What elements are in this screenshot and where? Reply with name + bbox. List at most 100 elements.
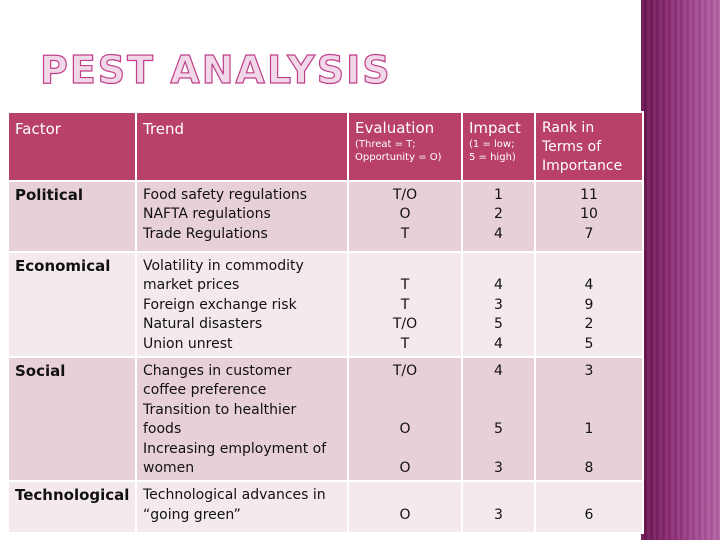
header-trend-label: Trend	[143, 120, 185, 138]
impact-line	[469, 440, 528, 459]
evaluation-cell: T/O O T	[347, 180, 463, 253]
rank-line: 7	[584, 225, 594, 242]
impact-line	[469, 381, 528, 400]
evaluation-line	[355, 257, 455, 276]
rank-line: 11	[580, 187, 598, 203]
table-row: Technological Technological advances in “g…	[7, 480, 644, 535]
impact-line: 4	[494, 363, 503, 380]
rank-line: 9	[584, 296, 594, 313]
header-factor: Factor	[7, 111, 137, 182]
rank-cell: 6	[534, 480, 644, 535]
table-row: Political Food safety regulations NAFTA re…	[7, 180, 644, 253]
trend-line: Food safety regulations	[143, 187, 308, 203]
rank-cell: 11 10 7	[534, 180, 644, 253]
header-trend: Trend	[135, 111, 349, 182]
evaluation-cell: O	[347, 480, 463, 535]
impact-line: 2	[494, 206, 503, 223]
trend-line: Union unrest	[143, 335, 233, 352]
rank-line	[542, 257, 636, 276]
rank-cell: 3 1 8	[534, 356, 644, 483]
trend-line: NAFTA regulations	[143, 206, 271, 223]
impact-line	[469, 401, 528, 420]
trend-line: foods	[143, 421, 182, 438]
impact-cell: 4 5 3	[461, 356, 536, 483]
trend-cell: Volatility in commodity market prices Fore…	[135, 250, 349, 359]
evaluation-line	[355, 401, 455, 420]
evaluation-line: O	[399, 206, 411, 223]
factor-cell: Social	[7, 356, 137, 483]
factor-cell: Technological	[7, 480, 137, 535]
trend-line: Volatility in commodity	[143, 258, 304, 274]
trend-line: Technological advances in	[143, 487, 326, 504]
rank-line: 6	[584, 506, 594, 523]
evaluation-line: T	[400, 225, 410, 242]
evaluation-line: O	[399, 460, 411, 477]
table-row: Social Changes in customer coffee preferen…	[7, 356, 644, 483]
header-evaluation-sub-2: Opportunity = O)	[355, 152, 442, 164]
impact-line: 5	[494, 421, 503, 438]
impact-line: 4	[494, 225, 503, 242]
trend-line: Transition to healthier	[143, 401, 297, 418]
rank-line: 4	[584, 277, 594, 294]
header-impact-sub-2: 5 = high)	[469, 152, 516, 164]
evaluation-line: O	[399, 506, 411, 523]
trend-line: “going green”	[143, 506, 241, 523]
trend-line: market prices	[143, 277, 240, 294]
evaluation-line: T/O	[392, 187, 418, 203]
evaluation-cell: T/O O O	[347, 356, 463, 483]
trend-line: Natural disasters	[143, 316, 263, 333]
impact-line: 3	[494, 296, 503, 313]
header-rank-line-3: Importance	[542, 158, 623, 174]
evaluation-line: T/O	[392, 316, 418, 333]
header-rank-line-1: Rank in	[542, 120, 595, 136]
header-evaluation: Evaluation (Threat = T; Opportunity = O)	[347, 111, 463, 182]
rank-line	[542, 486, 636, 505]
rank-line: 1	[584, 421, 594, 438]
rank-line	[542, 401, 636, 420]
evaluation-line: T/O	[392, 363, 418, 380]
rank-cell: 4 9 2 5	[534, 250, 644, 359]
impact-line: 3	[494, 460, 503, 477]
trend-cell: Food safety regulations NAFTA regulations…	[135, 180, 349, 253]
impact-line	[469, 257, 528, 276]
trend-line: coffee preference	[143, 382, 267, 399]
impact-cell: 1 2 4	[461, 180, 536, 253]
trend-line: Foreign exchange risk	[143, 296, 297, 313]
header-impact: Impact (1 = low; 5 = high)	[461, 111, 536, 182]
impact-line: 3	[494, 506, 503, 523]
impact-line: 4	[494, 277, 503, 294]
impact-cell: 3	[461, 480, 536, 535]
impact-line	[469, 486, 528, 505]
evaluation-line	[355, 486, 455, 505]
header-impact-label: Impact	[469, 119, 521, 137]
header-evaluation-label: Evaluation	[355, 119, 435, 137]
table-header-row: Factor Trend Evaluation (Threat = T; Opp…	[7, 111, 644, 182]
trend-line: Changes in customer	[143, 363, 292, 380]
table-row: Economical Volatility in commodity market …	[7, 250, 644, 359]
factor-cell: Economical	[7, 250, 137, 359]
rank-line: 5	[584, 335, 594, 352]
pest-table: Factor Trend Evaluation (Threat = T; Opp…	[7, 111, 644, 535]
evaluation-line	[355, 381, 455, 400]
rank-line: 2	[584, 316, 594, 333]
impact-cell: 4 3 5 4	[461, 250, 536, 359]
evaluation-line: T	[400, 277, 410, 294]
evaluation-cell: T T T/O T	[347, 250, 463, 359]
rank-line: 3	[584, 363, 594, 380]
header-rank: Rank in Terms of Importance	[534, 111, 644, 182]
decorative-side-band	[641, 0, 720, 540]
trend-line: women	[143, 460, 195, 477]
impact-line: 5	[494, 316, 503, 333]
impact-line: 1	[494, 187, 503, 203]
trend-cell: Technological advances in “going green”	[135, 480, 349, 535]
header-rank-line-2: Terms of	[542, 139, 602, 155]
rank-line: 10	[580, 206, 598, 223]
rank-line	[542, 381, 636, 400]
impact-line: 4	[494, 335, 503, 352]
rank-line	[542, 440, 636, 459]
header-factor-label: Factor	[15, 120, 61, 138]
trend-line: Trade Regulations	[143, 225, 268, 242]
header-impact-sub-1: (1 = low;	[469, 139, 515, 151]
evaluation-line: T	[400, 335, 410, 352]
trend-cell: Changes in customer coffee preference Tran…	[135, 356, 349, 483]
